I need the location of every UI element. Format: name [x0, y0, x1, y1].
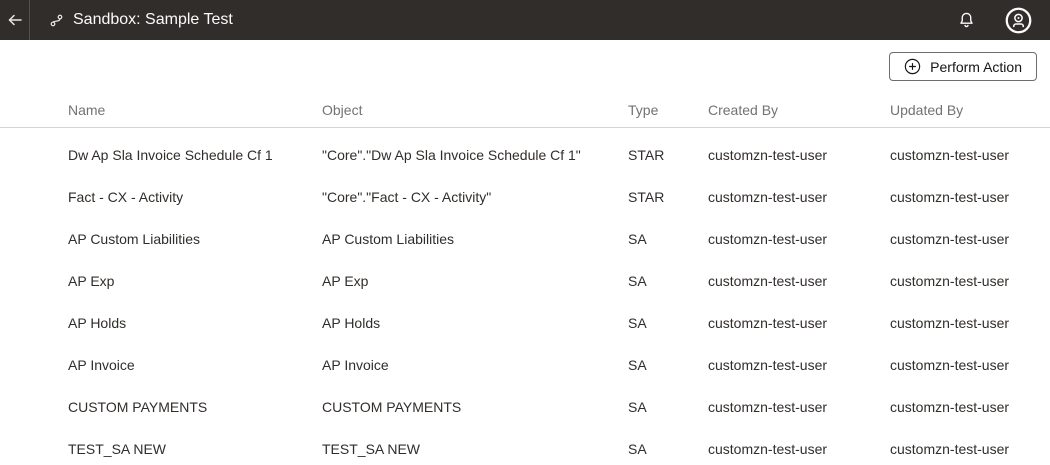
back-button[interactable] — [0, 0, 30, 40]
column-header-updated-by[interactable]: Updated By — [890, 102, 964, 118]
avatar-icon — [1005, 7, 1031, 33]
table-body: Dw Ap Sla Invoice Schedule Cf 1 "Core"."… — [0, 128, 1050, 465]
cell-updated-by: customzn-test-user — [890, 357, 1010, 373]
table-row[interactable]: TEST_SA NEW TEST_SA NEW SA customzn-test… — [0, 428, 1050, 465]
cell-created-by: customzn-test-user — [708, 273, 828, 289]
cell-type: SA — [628, 399, 647, 415]
column-header-created-by[interactable]: Created By — [708, 102, 779, 118]
table-row[interactable]: Fact - CX - Activity "Core"."Fact - CX -… — [0, 176, 1050, 218]
cell-name: AP Holds — [68, 315, 127, 331]
table-row[interactable]: AP Invoice AP Invoice SA customzn-test-u… — [0, 344, 1050, 386]
cell-created-by: customzn-test-user — [708, 231, 828, 247]
cell-name: AP Custom Liabilities — [68, 231, 201, 247]
cell-updated-by: customzn-test-user — [890, 315, 1010, 331]
cell-name: AP Invoice — [68, 357, 135, 373]
perform-action-label: Perform Action — [930, 58, 1022, 75]
user-menu-button[interactable] — [1000, 0, 1036, 40]
cell-object: "Core"."Dw Ap Sla Invoice Schedule Cf 1" — [322, 147, 581, 163]
table-row[interactable]: CUSTOM PAYMENTS CUSTOM PAYMENTS SA custo… — [0, 386, 1050, 428]
bell-icon — [959, 12, 973, 28]
app-header: Sandbox: Sample Test — [0, 0, 1050, 40]
cell-name: Dw Ap Sla Invoice Schedule Cf 1 — [68, 147, 273, 163]
cell-created-by: customzn-test-user — [708, 147, 828, 163]
notifications-button[interactable] — [948, 0, 984, 40]
cell-type: STAR — [628, 189, 665, 205]
cell-created-by: customzn-test-user — [708, 357, 828, 373]
cell-object: AP Invoice — [322, 357, 389, 373]
toolbar: Perform Action — [0, 40, 1050, 81]
column-header-name[interactable]: Name — [68, 102, 106, 118]
cell-name: CUSTOM PAYMENTS — [68, 399, 208, 415]
cell-created-by: customzn-test-user — [708, 399, 828, 415]
table-row[interactable]: AP Custom Liabilities AP Custom Liabilit… — [0, 218, 1050, 260]
table-header-row: Name Object Type Created By Updated By — [0, 81, 1050, 128]
cell-created-by: customzn-test-user — [708, 189, 828, 205]
cell-updated-by: customzn-test-user — [890, 189, 1010, 205]
cell-type: SA — [628, 273, 647, 289]
cell-name: TEST_SA NEW — [68, 441, 167, 457]
table-row[interactable]: AP Holds AP Holds SA customzn-test-user … — [0, 302, 1050, 344]
cell-object: "Core"."Fact - CX - Activity" — [322, 189, 492, 205]
cell-object: AP Custom Liabilities — [322, 231, 455, 247]
cell-type: SA — [628, 357, 647, 373]
back-arrow-icon — [8, 14, 22, 26]
cell-created-by: customzn-test-user — [708, 315, 828, 331]
table-row[interactable]: Dw Ap Sla Invoice Schedule Cf 1 "Core"."… — [0, 134, 1050, 176]
column-header-object[interactable]: Object — [322, 102, 363, 118]
cell-name: AP Exp — [68, 273, 115, 289]
cell-updated-by: customzn-test-user — [890, 399, 1010, 415]
cell-type: STAR — [628, 147, 665, 163]
cell-object: CUSTOM PAYMENTS — [322, 399, 462, 415]
cell-name: Fact - CX - Activity — [68, 189, 184, 205]
cell-created-by: customzn-test-user — [708, 441, 828, 457]
cell-updated-by: customzn-test-user — [890, 231, 1010, 247]
cell-type: SA — [628, 441, 647, 457]
cell-updated-by: customzn-test-user — [890, 273, 1010, 289]
cell-object: AP Exp — [322, 273, 369, 289]
sandbox-branch-icon — [49, 13, 64, 28]
cell-updated-by: customzn-test-user — [890, 147, 1010, 163]
perform-action-button[interactable]: Perform Action — [889, 52, 1037, 81]
cell-object: AP Holds — [322, 315, 381, 331]
cell-type: SA — [628, 231, 647, 247]
column-header-type[interactable]: Type — [628, 102, 659, 118]
plus-circle-icon — [904, 58, 921, 75]
cell-updated-by: customzn-test-user — [890, 441, 1010, 457]
cell-object: TEST_SA NEW — [322, 441, 421, 457]
table-row[interactable]: AP Exp AP Exp SA customzn-test-user cust… — [0, 260, 1050, 302]
page-title: Sandbox: Sample Test — [73, 11, 233, 28]
cell-type: SA — [628, 315, 647, 331]
